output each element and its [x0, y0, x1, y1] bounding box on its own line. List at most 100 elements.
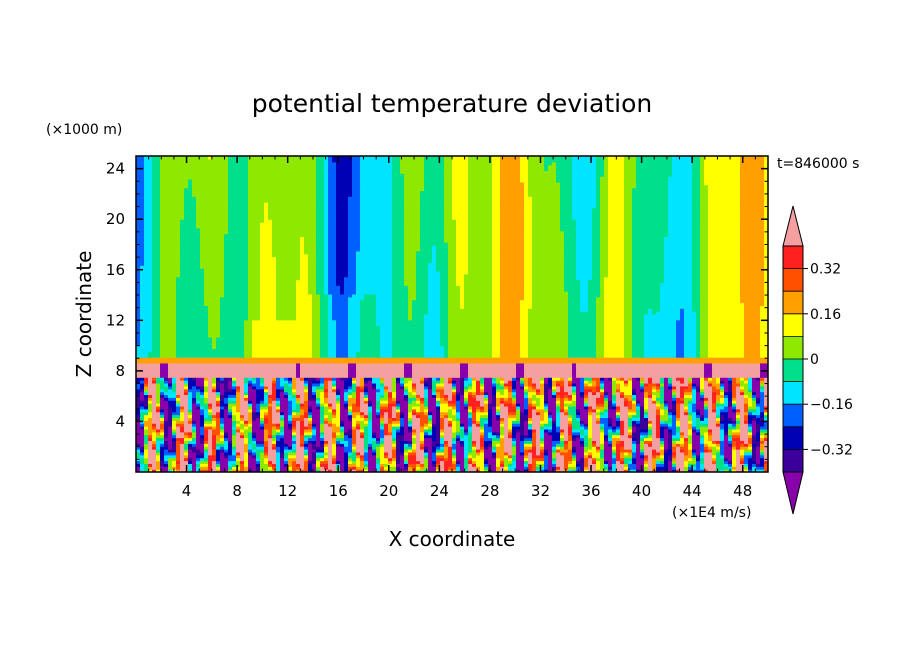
heatmap-cell	[280, 408, 289, 413]
heatmap-cell	[252, 377, 257, 381]
heatmap-cell	[684, 397, 693, 401]
heatmap-cell	[156, 385, 161, 390]
heatmap-cell	[160, 403, 169, 407]
chart-title: potential temperature deviation	[252, 89, 652, 118]
heatmap-cell	[164, 457, 169, 462]
heatmap-cell	[728, 428, 733, 433]
heatmap-cell	[632, 397, 637, 401]
heatmap-cell	[460, 394, 465, 398]
heatmap-cell	[168, 440, 173, 444]
heatmap-cell	[180, 451, 185, 456]
heatmap-cell	[248, 400, 253, 404]
heatmap-cell	[212, 388, 217, 393]
heatmap-cell	[404, 437, 413, 441]
heatmap-cell	[276, 311, 297, 315]
heatmap-cell	[612, 446, 617, 450]
heatmap-cell	[320, 308, 329, 312]
heatmap-cell	[312, 325, 321, 329]
heatmap-cell	[300, 428, 305, 433]
heatmap-cell	[624, 454, 633, 459]
heatmap-cell	[496, 449, 505, 453]
heatmap-cell	[404, 431, 413, 436]
heatmap-cell	[252, 437, 257, 441]
heatmap-cell	[496, 463, 501, 467]
heatmap-cell	[720, 454, 725, 459]
heatmap-cell	[324, 385, 329, 390]
heatmap-cell	[228, 469, 233, 472]
heatmap-cell	[516, 385, 521, 390]
heatmap-cell	[140, 397, 145, 401]
heatmap-cell	[524, 362, 573, 367]
heatmap-cell	[396, 403, 401, 407]
heatmap-cell	[748, 385, 753, 390]
heatmap-cell	[160, 428, 165, 433]
heatmap-cell	[152, 331, 161, 335]
heatmap-cell	[712, 460, 717, 464]
heatmap-cell	[244, 428, 253, 433]
heatmap-cell	[528, 382, 533, 387]
heatmap-cell	[260, 469, 273, 472]
heatmap-cell	[652, 423, 657, 427]
heatmap-cell	[604, 451, 613, 456]
heatmap-cell	[304, 431, 313, 436]
heatmap-cell	[640, 428, 649, 433]
heatmap-cell	[452, 388, 457, 393]
heatmap-cell	[252, 469, 257, 472]
heatmap-cell	[688, 466, 693, 470]
heatmap-cell	[388, 423, 393, 427]
heatmap-cell	[756, 434, 761, 439]
heatmap-cell	[408, 428, 413, 433]
heatmap-cell	[292, 423, 297, 427]
heatmap-cell	[372, 426, 381, 430]
heatmap-cell	[432, 454, 437, 459]
heatmap-cell	[136, 325, 141, 329]
heatmap-cell	[592, 382, 597, 387]
heatmap-cell	[608, 411, 617, 416]
heatmap-cell	[760, 408, 765, 413]
heatmap-cell	[712, 451, 717, 456]
heatmap-cell	[720, 469, 725, 472]
heatmap-cell	[460, 385, 465, 390]
heatmap-cell	[304, 434, 313, 439]
heatmap-cell	[136, 451, 141, 456]
heatmap-cell	[652, 420, 657, 424]
heatmap-cell	[616, 385, 621, 390]
heatmap-cell	[380, 339, 393, 344]
heatmap-cell	[236, 408, 241, 413]
heatmap-cell	[148, 434, 153, 439]
heatmap-cell	[624, 334, 633, 338]
heatmap-cell	[744, 311, 761, 315]
heatmap-cell	[356, 385, 361, 390]
heatmap-cell	[336, 334, 349, 338]
heatmap-cell	[184, 382, 189, 387]
heatmap-cell	[752, 463, 757, 467]
heatmap-cell	[444, 388, 453, 393]
heatmap-cell	[388, 417, 393, 421]
heatmap-cell	[700, 443, 705, 447]
heatmap-cell	[484, 394, 489, 398]
heatmap-cell	[612, 426, 617, 430]
heatmap-cell	[580, 388, 585, 393]
heatmap-cell	[360, 334, 381, 338]
heatmap-cell	[480, 446, 485, 450]
heatmap-cell	[392, 420, 401, 424]
heatmap-cell	[700, 382, 705, 387]
heatmap-cell	[472, 428, 481, 433]
heatmap-cell	[160, 336, 177, 341]
heatmap-cell	[672, 397, 677, 401]
heatmap-cell	[328, 405, 333, 410]
heatmap-cell	[560, 440, 565, 444]
heatmap-cell	[276, 405, 281, 410]
heatmap-cell	[748, 463, 753, 467]
heatmap-cell	[692, 451, 697, 456]
heatmap-cell	[708, 334, 745, 338]
heatmap-cell	[568, 319, 597, 324]
heatmap-cell	[456, 431, 465, 436]
heatmap-cell	[628, 400, 633, 404]
heatmap-cell	[304, 385, 309, 390]
heatmap-cell	[708, 423, 717, 427]
heatmap-cell	[588, 460, 593, 464]
heatmap-cell	[704, 405, 709, 410]
heatmap-cell	[700, 388, 705, 393]
heatmap-cell	[732, 428, 741, 433]
